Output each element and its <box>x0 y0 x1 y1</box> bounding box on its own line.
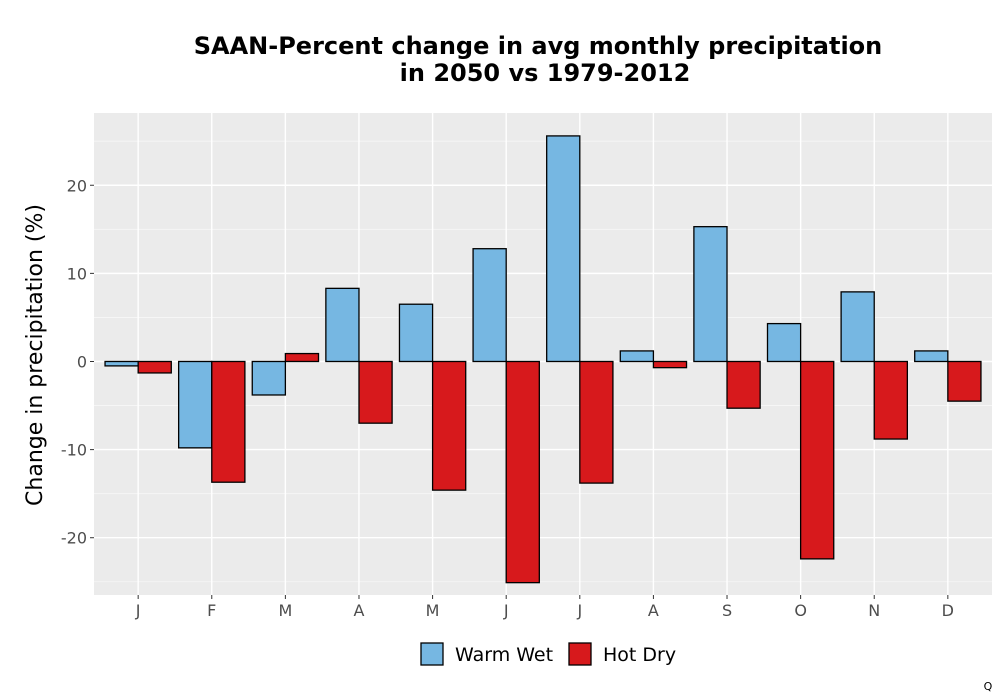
y-axis-label: Change in precipitation (%) <box>23 204 48 506</box>
bar-hot-dry-8 <box>726 360 761 409</box>
bar-hot-dry-3 <box>358 360 393 424</box>
bar-warm-wet-1 <box>177 360 213 449</box>
y-tick-label: 10 <box>67 264 87 283</box>
y-tick-label: 0 <box>77 352 87 371</box>
y-tick-label: -20 <box>61 529 87 548</box>
bar-hot-dry-0 <box>137 360 172 374</box>
bar-hot-dry-6 <box>579 360 614 484</box>
x-tick-label: A <box>354 601 365 620</box>
x-tick-label: N <box>868 601 880 620</box>
bar-warm-wet-11 <box>914 350 949 363</box>
chart-subtitle: in 2050 vs 1979-2012 <box>400 59 691 87</box>
bar-warm-wet-6 <box>546 135 581 363</box>
x-tick-label: F <box>207 601 216 620</box>
legend-label-hot-dry: Hot Dry <box>603 644 676 666</box>
x-tick-label: A <box>648 601 659 620</box>
bar-warm-wet-9 <box>766 322 802 363</box>
legend-key-hot-dry <box>568 642 592 666</box>
bar-hot-dry-9 <box>799 360 835 560</box>
bar-warm-wet-8 <box>693 226 728 363</box>
legend-label-warm-wet: Warm Wet <box>455 644 553 666</box>
legend-key-warm-wet <box>420 642 444 666</box>
legend: Warm Wet Hot Dry <box>420 642 676 666</box>
bar-hot-dry-10 <box>873 360 909 440</box>
x-tick-label: J <box>503 601 509 620</box>
x-tick-label: O <box>794 601 807 620</box>
x-tick-label: S <box>722 601 732 620</box>
bars <box>104 135 982 584</box>
bar-warm-wet-3 <box>325 287 360 363</box>
bar-hot-dry-4 <box>431 360 467 491</box>
bar-hot-dry-2 <box>284 352 320 363</box>
x-tick-label: D <box>942 601 954 620</box>
bar-warm-wet-7 <box>619 350 655 363</box>
chart-title: SAAN-Percent change in avg monthly preci… <box>194 32 883 60</box>
bar-warm-wet-10 <box>840 291 875 363</box>
bar-warm-wet-0 <box>104 360 139 367</box>
bar-warm-wet-2 <box>251 360 287 396</box>
bar-hot-dry-11 <box>947 360 982 402</box>
bar-warm-wet-4 <box>398 303 434 363</box>
bar-hot-dry-7 <box>652 360 688 369</box>
bar-hot-dry-1 <box>211 360 246 483</box>
x-tick-label: J <box>135 601 141 620</box>
bar-warm-wet-5 <box>472 248 507 363</box>
bar-hot-dry-5 <box>505 360 540 584</box>
corner-mark: Q <box>984 680 993 693</box>
y-axis-ticks: -20 -10 0 10 20 <box>61 176 94 548</box>
y-tick-label: 20 <box>67 176 87 195</box>
x-tick-label: M <box>278 601 292 620</box>
x-tick-label: J <box>576 601 582 620</box>
y-tick-label: -10 <box>61 441 87 460</box>
x-tick-label: M <box>426 601 440 620</box>
